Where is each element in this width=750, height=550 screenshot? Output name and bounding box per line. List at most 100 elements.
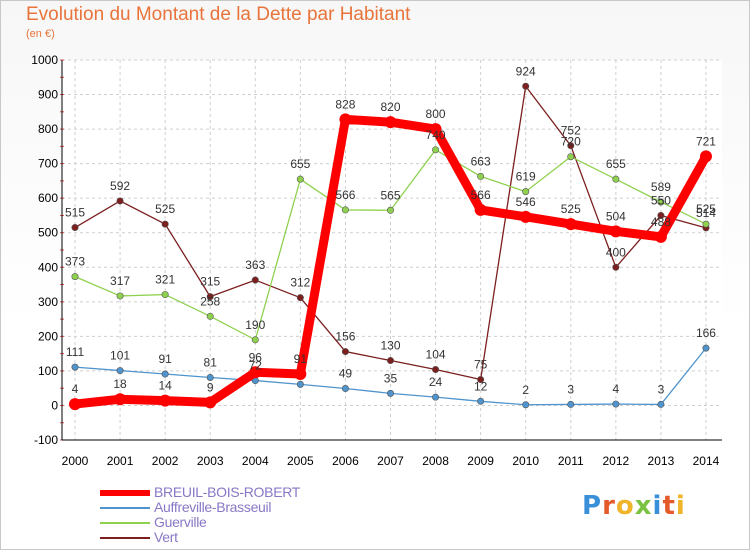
data-label: 525 [696, 202, 716, 216]
data-point [567, 400, 575, 408]
x-tick-label: 2008 [422, 454, 449, 468]
data-point [432, 393, 440, 401]
data-point [567, 153, 575, 161]
data-point [341, 206, 349, 214]
data-label: 166 [696, 326, 716, 340]
unit-label: (en €) [26, 28, 55, 40]
data-label: 655 [290, 157, 310, 171]
data-point [341, 385, 349, 393]
data-label: 515 [65, 206, 85, 220]
data-point [609, 225, 622, 238]
data-point [657, 400, 665, 408]
data-point [654, 230, 667, 243]
data-point [161, 370, 169, 378]
data-label: 130 [380, 339, 400, 353]
data-label: 525 [561, 202, 581, 216]
data-point [296, 380, 304, 388]
x-tick-label: 2002 [152, 454, 179, 468]
logo-letter: P [582, 491, 603, 521]
data-label: 14 [158, 379, 172, 393]
y-tick-label: 800 [38, 122, 58, 136]
data-point [116, 197, 124, 205]
data-label: 565 [380, 188, 400, 202]
data-label: 4 [612, 382, 619, 396]
data-point [386, 389, 394, 397]
y-tick-label: 0 [51, 398, 58, 412]
y-tick-label: 900 [38, 88, 58, 102]
data-label: 91 [158, 352, 172, 366]
x-tick-label: 2012 [602, 454, 629, 468]
x-tick-label: 2007 [377, 454, 404, 468]
data-point [251, 276, 259, 284]
data-point [477, 397, 485, 405]
series [69, 82, 712, 411]
data-label: 546 [516, 195, 536, 209]
data-label: 363 [245, 258, 265, 272]
data-label: 566 [471, 188, 491, 202]
data-label: 592 [110, 179, 130, 193]
legend-label: Vert [154, 529, 178, 545]
data-label: 9 [207, 380, 214, 394]
data-point [432, 366, 440, 374]
data-point [204, 396, 217, 409]
legend-label: BREUIL-BOIS-ROBERT [154, 484, 301, 500]
data-label: 317 [110, 274, 130, 288]
data-label: 752 [561, 124, 581, 138]
data-label: 35 [384, 371, 398, 385]
data-label: 663 [471, 154, 491, 168]
data-point [341, 348, 349, 356]
legend-swatch [100, 507, 150, 509]
data-point [702, 220, 710, 228]
chart-title: Evolution du Montant de la Dette par Hab… [26, 4, 411, 25]
y-tick-label: 700 [38, 157, 58, 171]
data-point [206, 373, 214, 381]
axes: -100 0 100 200 300 400 500 600 700 800 900 1000 2000… [31, 53, 722, 468]
x-tick-label: 2009 [467, 454, 494, 468]
data-label: 721 [696, 134, 716, 148]
data-point [161, 291, 169, 299]
data-point [429, 123, 442, 136]
data-label: 49 [339, 367, 353, 381]
data-point [251, 336, 259, 344]
data-point [249, 366, 262, 379]
data-label: 96 [249, 350, 263, 364]
x-tick-label: 2010 [512, 454, 539, 468]
y-tick-label: 100 [38, 364, 58, 378]
data-label: 525 [155, 202, 175, 216]
legend-label: Guerville [154, 514, 207, 530]
data-point [522, 82, 530, 90]
data-point [474, 203, 487, 216]
data-point [206, 293, 214, 301]
data-label: 190 [245, 318, 265, 332]
y-tick-label: -100 [34, 433, 58, 447]
data-point [612, 263, 620, 271]
data-point [657, 211, 665, 219]
data-point [71, 363, 79, 371]
data-point [206, 312, 214, 320]
x-tick-label: 2000 [62, 454, 89, 468]
data-point [159, 394, 172, 407]
data-point [71, 224, 79, 232]
data-label: 18 [113, 377, 127, 391]
data-point [519, 210, 532, 223]
y-tick-label: 400 [38, 260, 58, 274]
logo-letter: i [675, 491, 686, 521]
data-point [116, 367, 124, 375]
data-label: 550 [651, 193, 671, 207]
data-label: 4 [72, 382, 79, 396]
data-label: 3 [567, 382, 574, 396]
y-tick-label: 300 [38, 295, 58, 309]
data-point [477, 172, 485, 180]
data-label: 156 [335, 330, 355, 344]
data-point [296, 294, 304, 302]
legend-swatch [100, 537, 150, 539]
data-label: 258 [200, 294, 220, 308]
data-label: 504 [606, 209, 626, 223]
data-label: 514 [696, 206, 716, 220]
data-label: 566 [335, 188, 355, 202]
x-tick-label: 2004 [242, 454, 269, 468]
data-label: 2 [522, 383, 529, 397]
data-point [339, 113, 352, 126]
